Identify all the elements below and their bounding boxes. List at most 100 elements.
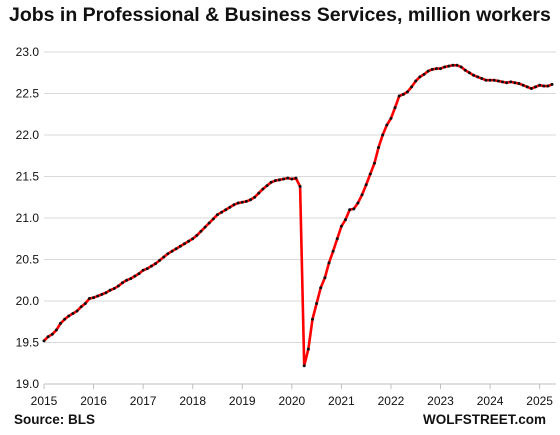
data-point: [472, 73, 476, 77]
data-point: [410, 85, 414, 89]
data-point: [455, 63, 459, 67]
source-note: Source: BLS: [14, 412, 96, 427]
chart-title: Jobs in Professional & Business Services…: [9, 4, 551, 26]
data-point: [228, 205, 232, 209]
data-point: [298, 184, 302, 188]
data-point: [521, 83, 525, 87]
x-axis-ticks: 2015 2016 2017 2018 2019 2020 2021 2022 2023 2024…: [31, 394, 554, 408]
data-point: [162, 255, 166, 259]
data-point: [207, 221, 211, 225]
x-tick-label: 2022: [378, 394, 405, 408]
data-point: [265, 184, 269, 188]
data-point: [120, 281, 124, 285]
data-point: [211, 217, 215, 221]
data-point: [381, 133, 385, 137]
data-point: [488, 78, 492, 82]
data-point: [141, 268, 145, 272]
data-point: [191, 237, 195, 241]
data-point: [170, 249, 174, 253]
data-point: [476, 75, 480, 79]
data-point: [496, 79, 500, 83]
data-point: [137, 272, 141, 276]
data-point: [546, 84, 550, 88]
data-point: [182, 242, 186, 246]
data-point: [331, 249, 335, 253]
data-point: [104, 291, 108, 295]
data-point: [538, 83, 542, 87]
data-point: [63, 317, 67, 321]
data-point: [459, 65, 463, 69]
data-point: [166, 252, 170, 256]
x-tick-label: 2018: [179, 394, 206, 408]
data-point: [484, 78, 488, 82]
data-point: [315, 301, 319, 305]
data-point: [467, 71, 471, 75]
x-tick-label: 2025: [526, 394, 553, 408]
data-point: [116, 284, 120, 288]
data-point: [261, 187, 265, 191]
data-point: [344, 218, 347, 222]
data-point: [401, 92, 405, 96]
data-point: [236, 201, 240, 205]
data-point: [397, 94, 401, 98]
data-point: [492, 78, 496, 82]
y-tick-label: 20.5: [16, 253, 40, 267]
data-point: [67, 314, 71, 318]
data-point: [232, 203, 236, 207]
data-point: [339, 224, 343, 228]
data-point: [282, 177, 286, 181]
data-point: [108, 288, 112, 292]
data-point: [199, 229, 203, 233]
data-point: [348, 208, 352, 212]
data-point: [269, 180, 273, 184]
data-point: [372, 161, 376, 165]
data-point: [430, 67, 434, 71]
data-point: [158, 258, 162, 262]
data-point: [294, 176, 298, 180]
x-tick-label: 2019: [229, 394, 256, 408]
data-point: [529, 87, 533, 91]
data-point: [542, 84, 546, 88]
y-axis-ticks: 19.0 19.5 20.0 20.5 21.0 21.5 22.0 22.5 23.0: [16, 45, 40, 391]
y-tick-label: 19.5: [16, 336, 40, 350]
series-group: [42, 63, 554, 368]
data-point: [393, 106, 397, 110]
data-point: [154, 262, 158, 266]
data-point: [451, 63, 455, 67]
series-line: [43, 63, 553, 368]
data-point: [59, 321, 62, 325]
data-point: [286, 176, 290, 180]
data-point: [360, 193, 364, 197]
data-point: [377, 145, 381, 149]
data-point: [79, 305, 83, 309]
data-point: [434, 67, 438, 71]
data-point: [100, 292, 104, 296]
data-point: [306, 347, 310, 351]
data-point: [253, 195, 257, 199]
data-point: [240, 200, 244, 204]
data-point: [112, 287, 116, 291]
data-point: [352, 207, 356, 211]
data-point: [129, 277, 133, 281]
data-point: [335, 237, 339, 241]
data-point: [422, 72, 426, 76]
data-point: [525, 85, 529, 89]
data-point: [54, 328, 58, 332]
data-point: [356, 201, 360, 205]
data-point: [203, 225, 207, 229]
data-point: [505, 81, 509, 85]
y-tick-label: 22.5: [16, 87, 40, 101]
data-point: [323, 276, 327, 280]
data-point: [220, 210, 224, 214]
data-point: [439, 67, 443, 71]
data-point: [133, 274, 137, 278]
data-point: [50, 332, 54, 336]
data-point: [509, 80, 513, 84]
data-point: [178, 244, 182, 248]
data-point: [426, 69, 430, 73]
data-point: [550, 82, 554, 86]
x-tick-label: 2015: [31, 394, 58, 408]
data-point: [273, 179, 277, 183]
data-point: [75, 309, 79, 313]
